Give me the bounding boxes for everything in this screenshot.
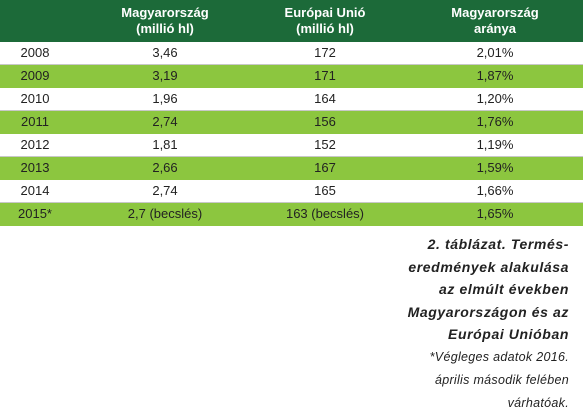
table-cell: 2010 [20, 91, 50, 106]
caption-title-line: 2. táblázat. Termés- [427, 236, 569, 252]
caption: 2. táblázat. Termés-eredmények alakulása… [408, 233, 569, 415]
table-cell: 2,01% [476, 45, 514, 60]
table-cell: 2008 [20, 45, 50, 60]
table-cell: 165 [314, 183, 336, 198]
header-cell: Magyarország (millió hl) [80, 5, 250, 37]
table-cell: 2009 [20, 68, 50, 83]
table-cell: 2013 [20, 160, 50, 175]
table-cell: 2015* [18, 206, 52, 221]
caption-note-line: várhatóak. [507, 395, 569, 410]
table-header: Magyarország (millió hl) Európai Unió (mill… [0, 0, 583, 42]
caption-title-line: eredmények alakulása [408, 258, 569, 275]
table-row: 2013 2,66 167 1,59% [0, 157, 583, 180]
table-cell: 152 [314, 137, 336, 152]
table-cell: 2,74 [152, 114, 178, 129]
table-cell: 2,7 (becslés) [127, 206, 203, 221]
table-cell: 164 [314, 91, 336, 106]
table-row: 2010 1,96 164 1,20% [0, 88, 583, 111]
caption-note-line: *Végleges adatok 2016. [429, 349, 569, 364]
table-cell: 2014 [20, 183, 50, 198]
table-cell: 163 (becslés) [285, 206, 365, 221]
header-line: aránya [474, 21, 516, 36]
header-cell: Magyarország aránya [410, 5, 580, 37]
table-row: 2012 1,81 152 1,19% [0, 134, 583, 157]
table-cell: 1,65% [476, 206, 514, 221]
caption-title-line: az elmúlt években [438, 281, 569, 297]
table-cell: 2,66 [152, 160, 178, 175]
caption-note-line: április második felében [434, 372, 569, 387]
header-line: (millió hl) [136, 21, 194, 36]
table-cell: 1,66% [476, 183, 514, 198]
table-row: 2009 3,19 171 1,87% [0, 65, 583, 88]
caption-title-line: Magyarországon és az [407, 303, 569, 320]
table-cell: 171 [314, 68, 336, 83]
table-cell: 156 [314, 114, 336, 129]
table-cell: 167 [314, 160, 336, 175]
table-row: 2015* 2,7 (becslés) 163 (becslés) 1,65% [0, 203, 583, 226]
table-cell: 2,74 [152, 183, 178, 198]
header-line: (millió hl) [296, 21, 354, 36]
header-line: Magyarország [121, 5, 209, 20]
table-cell: 3,19 [152, 68, 178, 83]
header-cell: Európai Unió (millió hl) [240, 5, 410, 37]
header-line: Magyarország [451, 5, 539, 20]
table-cell: 2011 [21, 114, 49, 129]
table-cell: 1,59% [476, 160, 514, 175]
table-cell: 3,46 [152, 45, 178, 60]
table-cell: 2012 [20, 137, 50, 152]
table-row: 2014 2,74 165 1,66% [0, 180, 583, 203]
table-cell: 1,76% [476, 114, 514, 129]
table-cell: 1,19% [476, 137, 514, 152]
table-cell: 1,81 [152, 137, 178, 152]
caption-title-line: Európai Unióban [448, 326, 569, 342]
table-row: 2008 3,46 172 2,01% [0, 42, 583, 65]
table-cell: 1,87% [476, 68, 514, 83]
table-cell: 1,96 [152, 91, 178, 106]
table-cell: 172 [314, 45, 336, 60]
header-line: Európai Unió [284, 5, 366, 20]
table-row: 2011 2,74 156 1,76% [0, 111, 583, 134]
table-cell: 1,20% [476, 91, 514, 106]
